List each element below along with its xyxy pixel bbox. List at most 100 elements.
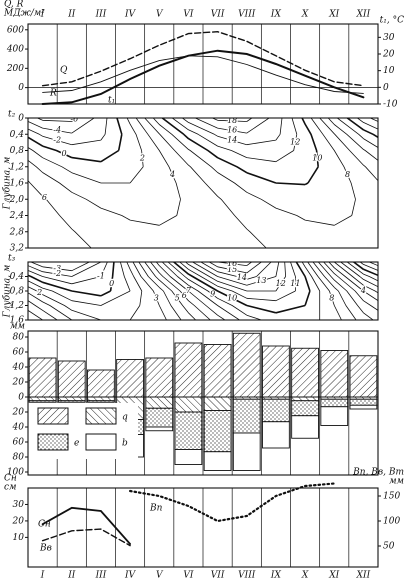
bar-segment (57, 400, 86, 403)
panel-title: t₂ (8, 110, 16, 120)
isotherm (28, 118, 378, 163)
y-tick-label: 3,2 (10, 244, 25, 254)
month-label: X (301, 571, 309, 581)
isotherm (150, 262, 374, 320)
bar-segment (349, 404, 378, 410)
month-label: VIII (238, 571, 256, 581)
bar-segment (145, 396, 174, 409)
y-tick-label: 1,6 (10, 316, 25, 326)
y-axis-label: Глубина, м (2, 157, 13, 211)
isotherm-label: 3 (154, 293, 159, 302)
y-axis-label: Сн (4, 474, 17, 484)
y-tick-label: 2,8 (9, 227, 25, 237)
isotherm (161, 118, 319, 186)
y-tick-label: 40 (12, 423, 25, 433)
y-tick-label: 30 (13, 500, 25, 510)
month-label: XI (328, 571, 339, 581)
month-label: V (156, 10, 164, 20)
y-tick-label: 0,4 (10, 272, 25, 282)
series-line (129, 482, 336, 523)
month-label: VIII (238, 10, 256, 20)
bar-segment (320, 406, 349, 426)
isotherm-label: 5 (175, 293, 180, 302)
isotherm-label: 2 (36, 288, 42, 297)
isotherm-label: 9 (210, 290, 215, 299)
isotherm-label: 16 (227, 259, 237, 268)
month-label: II (67, 571, 76, 581)
month-label: II (67, 10, 76, 20)
isotherm-label: 10 (227, 293, 237, 302)
y2-tick-label: 150 (383, 492, 400, 502)
y-tick-label: 40 (12, 363, 25, 373)
panel-title: t₃ (8, 254, 16, 264)
bar-segment (87, 396, 115, 402)
y-tick-label: 600 (7, 25, 24, 35)
y-tick-label: 1,2 (10, 301, 25, 311)
isotherm (28, 118, 378, 226)
bar-segment (262, 421, 290, 449)
isotherm-label: -6 (70, 115, 78, 124)
month-label: IX (270, 571, 282, 581)
y-tick-label: 80 (13, 453, 25, 463)
y2-tick-label: 20 (382, 50, 395, 60)
month-label: IV (124, 571, 137, 581)
series-label: R (49, 89, 57, 99)
isotherm (167, 262, 321, 320)
bar-segment (320, 398, 349, 408)
y-tick-label: 20 (12, 516, 25, 526)
month-label: X (301, 10, 309, 20)
isotherm-label: 10 (312, 154, 322, 163)
isotherm-label: -3 (53, 264, 61, 273)
bar-segment (57, 360, 86, 398)
isotherm (30, 262, 90, 272)
month-label: VI (183, 571, 193, 581)
bar-segment (291, 415, 319, 439)
isotherm (28, 262, 378, 320)
series-label: Q (60, 66, 68, 76)
isotherm-label: 0 (109, 279, 114, 288)
isotherm (173, 262, 311, 314)
y-tick-label: 20 (12, 378, 25, 388)
contours: -3-2-1012345678910111213141516 (28, 259, 378, 320)
y-tick-label: 0,4 (10, 130, 25, 140)
series-label: Bв (39, 544, 52, 554)
y-tick-label: 80 (13, 333, 25, 343)
isotherm-label: 6 (182, 291, 187, 300)
isotherm-label: 4 (169, 170, 175, 179)
isotherm-label: -2 (53, 135, 61, 144)
y2-tick-label: 30 (383, 33, 395, 43)
legend-swatch (37, 407, 69, 425)
bar-segment (28, 396, 57, 402)
y-tick-label: 0 (18, 83, 24, 93)
isotherm-label: 4 (360, 286, 366, 295)
isotherm (28, 262, 378, 320)
month-label: XI (328, 10, 339, 20)
bar-segment (174, 449, 203, 465)
month-label: XII (356, 571, 371, 581)
isotherm (28, 262, 378, 297)
isotherm-label: 2 (139, 154, 145, 163)
isotherm (185, 262, 286, 292)
y-tick-label: 0,8 (10, 146, 25, 156)
isotherm (28, 262, 378, 320)
bar-segment (174, 396, 203, 413)
bar-segment (203, 396, 232, 411)
isotherm-label: 18 (227, 116, 237, 125)
y-tick-label: 10 (13, 533, 25, 543)
isotherm (37, 118, 78, 122)
y-axis-label: Глубина, м (2, 265, 13, 319)
isotherm-label: 14 (227, 135, 237, 144)
isotherm-label: 8 (329, 293, 334, 302)
y-tick-label: 400 (6, 45, 24, 55)
bar-segment (87, 400, 115, 403)
bar-segment (203, 410, 232, 453)
month-label: I (40, 571, 45, 581)
y2-tick-label: 0 (383, 83, 389, 93)
bar-segment (262, 345, 290, 398)
legend-swatch (85, 407, 117, 425)
month-label: III (95, 10, 107, 20)
bar-segment (145, 407, 174, 428)
month-label: VII (211, 10, 225, 20)
series-line (41, 30, 365, 87)
